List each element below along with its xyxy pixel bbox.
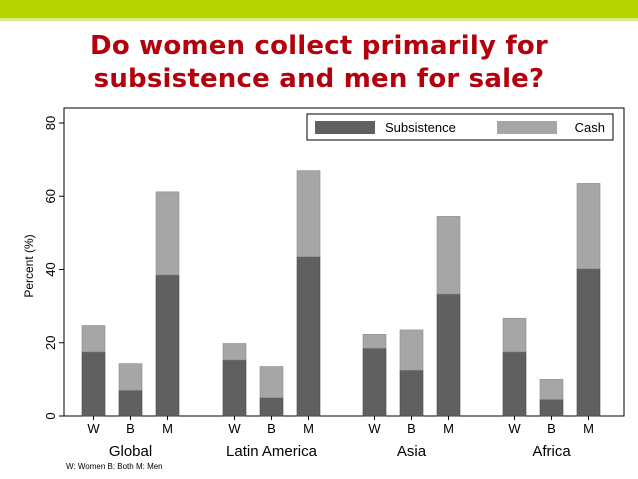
- group-label: Latin America: [226, 443, 318, 460]
- bar-cash: [502, 317, 527, 353]
- bar-subsistence: [399, 369, 424, 417]
- bar-label: W: [508, 421, 521, 436]
- bar-label: M: [303, 421, 314, 436]
- bar-cash: [399, 329, 424, 371]
- bar-label: M: [443, 421, 454, 436]
- bar-subsistence: [576, 268, 601, 417]
- bar-subsistence: [81, 351, 106, 417]
- group-label: Africa: [532, 443, 571, 460]
- group-label: Asia: [397, 443, 427, 460]
- bar-cash: [362, 334, 387, 349]
- bar-cash: [259, 366, 284, 398]
- bar-cash: [118, 363, 143, 391]
- bar-label: B: [267, 421, 276, 436]
- legend-label-cash: Cash: [575, 120, 605, 135]
- bar-cash: [81, 325, 106, 353]
- bar-subsistence: [259, 397, 284, 417]
- slide-title-line-2: subsistence and men for sale?: [93, 64, 545, 94]
- bar-subsistence: [222, 359, 247, 417]
- y-axis-label: Percent (%): [22, 234, 36, 297]
- bar-cash: [222, 343, 247, 361]
- bar-subsistence: [296, 256, 321, 417]
- legend-swatch-cash: [497, 121, 557, 134]
- slide-title: Do women collect primarily for subsisten…: [0, 30, 638, 96]
- bar-subsistence: [155, 274, 180, 417]
- bar-subsistence: [436, 293, 461, 417]
- legend-swatch-subsistence: [315, 121, 375, 134]
- slide-title-line-1: Do women collect primarily for: [90, 31, 548, 61]
- y-tick-label: 20: [43, 336, 58, 350]
- bar-subsistence: [118, 390, 143, 417]
- y-tick-label: 80: [43, 116, 58, 130]
- bar-label: B: [547, 421, 556, 436]
- plot-frame: [63, 107, 625, 417]
- bar-label: B: [407, 421, 416, 436]
- y-tick-label: 40: [43, 262, 58, 276]
- bar-label: M: [162, 421, 173, 436]
- bar-subsistence: [539, 399, 564, 417]
- bar-subsistence: [502, 351, 527, 417]
- legend-label-subsistence: Subsistence: [385, 120, 456, 135]
- y-tick-label: 60: [43, 189, 58, 203]
- bar-label: W: [228, 421, 241, 436]
- footnote: W: Women B: Both M: Men: [66, 462, 163, 471]
- group-label: Global: [109, 443, 152, 460]
- bar-cash: [296, 170, 321, 257]
- bar-label: M: [583, 421, 594, 436]
- bar-cash: [436, 216, 461, 295]
- bar-label: W: [87, 421, 100, 436]
- top-accent-bar: [0, 0, 638, 18]
- bar-cash: [155, 191, 180, 276]
- y-tick-label: 0: [43, 412, 58, 419]
- bar-label: W: [368, 421, 381, 436]
- bar-subsistence: [362, 347, 387, 417]
- bar-cash: [576, 183, 601, 270]
- bar-label: B: [126, 421, 135, 436]
- top-accent-line: [0, 18, 638, 21]
- bar-cash: [539, 379, 564, 400]
